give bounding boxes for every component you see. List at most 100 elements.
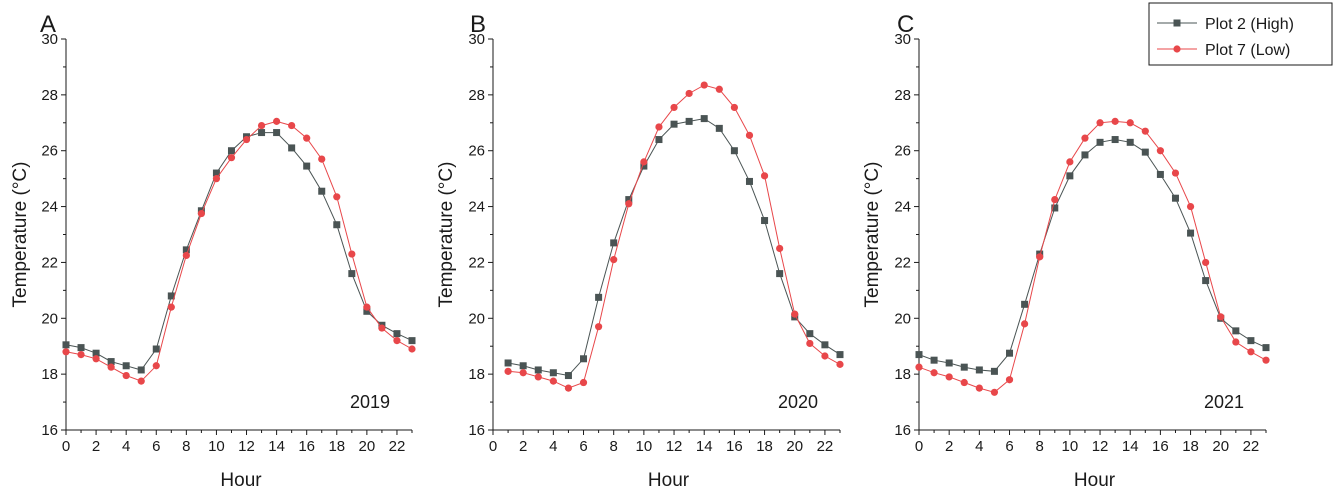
- data-point: [152, 345, 160, 353]
- data-point: [1096, 138, 1104, 146]
- data-point: [1262, 356, 1270, 364]
- x-tick-label: 0: [489, 438, 497, 455]
- y-tick-label: 26: [894, 143, 911, 160]
- data-point: [625, 196, 633, 204]
- data-point: [1247, 348, 1255, 356]
- y-tick-label: 26: [468, 143, 485, 160]
- data-point: [152, 362, 160, 370]
- data-point: [363, 303, 371, 311]
- x-tick-label: 2: [519, 438, 527, 455]
- data-point: [122, 371, 130, 380]
- data-point: [519, 369, 527, 377]
- data-point: [685, 89, 693, 98]
- y-tick-label: 18: [468, 366, 485, 383]
- data-point: [167, 292, 175, 300]
- y-tick-label: 24: [468, 199, 485, 216]
- legend-marker: [1173, 45, 1181, 53]
- data-point: [504, 359, 512, 367]
- x-tick-label: 10: [636, 438, 653, 455]
- data-point: [821, 341, 829, 349]
- data-point: [930, 356, 938, 364]
- data-point: [655, 123, 663, 131]
- x-tick-label: 22: [817, 438, 834, 455]
- data-point: [303, 134, 311, 142]
- x-tick-label: 18: [1182, 438, 1199, 455]
- data-point: [393, 330, 401, 338]
- y-tick-label: 28: [41, 87, 58, 104]
- x-tick-label: 20: [1212, 438, 1229, 455]
- series-plot-2-high: [62, 129, 416, 374]
- x-axis-title: Hour: [220, 470, 262, 490]
- y-tick-label: 20: [41, 310, 58, 327]
- data-point: [610, 239, 618, 247]
- data-point: [1051, 195, 1059, 204]
- data-point: [122, 362, 130, 370]
- data-point: [580, 355, 588, 363]
- panel-label: C: [897, 11, 914, 38]
- data-point: [348, 250, 356, 258]
- data-point: [579, 378, 588, 387]
- data-point: [975, 384, 983, 392]
- data-point: [227, 147, 235, 155]
- data-point: [1081, 134, 1089, 142]
- y-tick-label: 20: [894, 310, 911, 327]
- data-point: [564, 372, 572, 380]
- x-tick-label: 22: [389, 438, 406, 455]
- x-tick-label: 18: [328, 438, 345, 455]
- y-axis-title: Temperature (°C): [862, 162, 883, 308]
- data-point: [303, 162, 311, 170]
- data-point: [685, 117, 693, 125]
- data-point: [1171, 194, 1179, 202]
- data-point: [915, 351, 923, 359]
- data-point: [715, 124, 723, 132]
- x-tick-label: 2: [945, 438, 953, 455]
- data-point: [945, 359, 953, 367]
- series-line: [65, 132, 413, 371]
- y-tick-label: 24: [894, 199, 911, 216]
- y-tick-label: 20: [468, 310, 485, 327]
- data-point: [1141, 148, 1149, 156]
- legend: Plot 2 (High) Plot 7 (Low): [1148, 2, 1333, 66]
- data-point: [257, 121, 266, 130]
- data-point: [1186, 202, 1195, 211]
- data-point: [77, 344, 85, 352]
- data-point: [715, 85, 723, 93]
- data-point: [1232, 338, 1240, 346]
- data-point: [760, 172, 769, 180]
- data-point: [670, 103, 678, 112]
- data-point: [990, 388, 999, 396]
- x-tick-label: 8: [610, 438, 618, 455]
- y-tick-label: 28: [468, 87, 485, 104]
- data-point: [1021, 320, 1029, 328]
- data-point: [564, 384, 573, 392]
- data-point: [990, 367, 998, 375]
- x-tick-label: 0: [915, 438, 923, 455]
- x-tick-label: 14: [268, 438, 285, 455]
- data-point: [625, 200, 633, 208]
- data-point: [1202, 277, 1210, 285]
- data-point: [137, 377, 145, 385]
- data-point: [945, 373, 953, 381]
- data-point: [745, 131, 754, 139]
- x-tick-label: 6: [152, 438, 160, 455]
- series-line: [508, 84, 841, 389]
- data-point: [975, 366, 983, 374]
- year-annotation: 2020: [778, 392, 818, 412]
- legend-box: [1148, 2, 1333, 66]
- data-point: [1051, 204, 1059, 212]
- data-point: [1126, 138, 1134, 146]
- y-tick-label: 22: [41, 254, 58, 271]
- data-point: [227, 154, 236, 162]
- data-point: [92, 355, 100, 363]
- data-point: [730, 147, 738, 155]
- data-point: [915, 363, 923, 371]
- x-tick-label: 10: [208, 438, 225, 455]
- data-point: [137, 366, 145, 374]
- x-tick-label: 20: [786, 438, 803, 455]
- y-axis-title: Temperature (°C): [436, 162, 457, 308]
- data-point: [1141, 127, 1149, 135]
- data-point: [1021, 300, 1029, 308]
- data-point: [258, 129, 266, 137]
